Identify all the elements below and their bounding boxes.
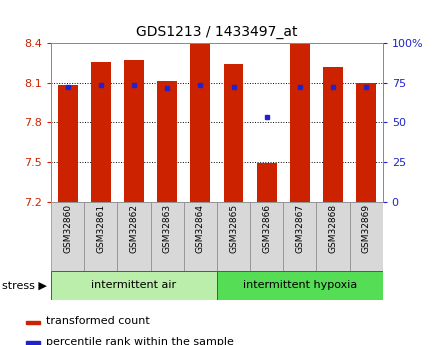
Text: GSM32866: GSM32866 [262, 204, 271, 253]
Bar [51, 271, 217, 300]
Bar [117, 202, 150, 271]
Bar [323, 67, 343, 202]
Bar [283, 202, 316, 271]
Bar [91, 62, 111, 202]
Bar [58, 86, 78, 202]
Bar [316, 202, 350, 271]
Text: transformed count: transformed count [46, 316, 150, 326]
Bar [26, 341, 40, 345]
Bar [85, 202, 117, 271]
Bar [150, 202, 184, 271]
Bar [124, 60, 144, 202]
Bar [26, 321, 40, 324]
Text: intermittent air: intermittent air [92, 280, 177, 290]
Bar [223, 64, 243, 202]
Bar [290, 42, 310, 202]
Bar [250, 202, 283, 271]
Text: GSM32863: GSM32863 [163, 204, 172, 253]
Text: GSM32862: GSM32862 [129, 204, 138, 253]
Text: GSM32867: GSM32867 [295, 204, 304, 253]
Text: GSM32860: GSM32860 [63, 204, 72, 253]
Text: intermittent hypoxia: intermittent hypoxia [243, 280, 357, 290]
Bar [51, 202, 84, 271]
Bar [257, 164, 277, 202]
Bar [157, 81, 177, 202]
Bar [184, 202, 217, 271]
Bar [350, 202, 383, 271]
Text: percentile rank within the sample: percentile rank within the sample [46, 337, 234, 345]
Text: GSM32864: GSM32864 [196, 204, 205, 253]
Bar [217, 271, 383, 300]
Text: GSM32865: GSM32865 [229, 204, 238, 253]
Bar [190, 45, 210, 202]
Bar [356, 83, 376, 202]
Text: GSM32861: GSM32861 [97, 204, 105, 253]
Text: GSM32869: GSM32869 [362, 204, 371, 253]
Text: GSM32868: GSM32868 [328, 204, 337, 253]
Title: GDS1213 / 1433497_at: GDS1213 / 1433497_at [136, 25, 298, 39]
Bar [217, 202, 250, 271]
Text: stress ▶: stress ▶ [2, 280, 47, 290]
